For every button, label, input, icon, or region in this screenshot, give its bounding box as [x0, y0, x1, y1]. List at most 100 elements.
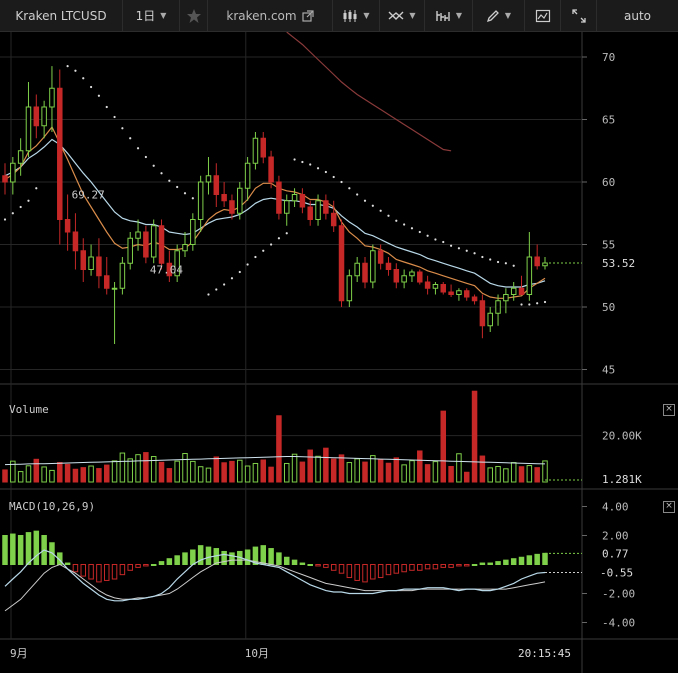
volume-bar	[346, 462, 353, 483]
psar-dot	[489, 258, 492, 261]
candle-style-icon	[343, 9, 357, 22]
psar-dot	[89, 85, 93, 89]
volume-bar	[150, 456, 157, 483]
time-axis-label: 9月	[10, 647, 28, 660]
psar-dot	[27, 199, 30, 202]
screenshot-icon	[535, 9, 550, 22]
symbol-button[interactable]: Kraken LTCUSD	[0, 0, 123, 31]
candle-body	[57, 87, 63, 220]
psar-dot	[176, 185, 179, 189]
macd-histogram-bar	[526, 555, 533, 565]
psar-dot	[371, 204, 374, 207]
volume-bar	[244, 465, 251, 483]
price-tick-label: 65	[602, 114, 615, 127]
volume-bar	[111, 460, 118, 483]
scale-mode-button[interactable]: auto	[597, 0, 678, 31]
site-link[interactable]: kraken.com	[208, 0, 333, 31]
screenshot-button[interactable]	[525, 0, 561, 31]
candle-body	[33, 106, 40, 127]
favorite-button[interactable]	[180, 0, 208, 31]
macd-histogram-bar	[268, 548, 274, 565]
macd-histogram-bar	[150, 564, 157, 566]
candle-body	[80, 250, 87, 270]
volume-bar	[495, 465, 501, 483]
candle-body	[323, 200, 329, 214]
last-price-label: 53.52	[602, 257, 635, 270]
chevron-down-icon: ▼	[363, 11, 370, 20]
macd-last-value-label: 0.77	[602, 547, 629, 560]
macd-histogram-bar	[346, 564, 353, 579]
indicators-icon	[388, 11, 404, 20]
volume-bar	[143, 452, 149, 483]
volume-bar	[354, 458, 360, 483]
macd-histogram-bar	[479, 562, 486, 565]
candle-body	[393, 269, 400, 283]
external-link-icon	[301, 9, 314, 22]
psar-dot	[3, 218, 7, 221]
volume-bar	[72, 468, 79, 483]
volume-bar	[463, 471, 470, 483]
macd-histogram-bar	[503, 559, 509, 566]
toolbar: Kraken LTCUSD 1日 ▼ kraken.com ▼ ▼ ▼	[0, 0, 678, 32]
interval-dropdown[interactable]: 1日 ▼	[123, 0, 180, 31]
macd-histogram-bar	[424, 564, 431, 570]
chart-area[interactable]: 45 50 55 60 65 70 69.27 47.04 53.52 Volume 20.00K 1…	[0, 32, 678, 673]
macd-histogram-bar	[17, 535, 24, 565]
psar-dot	[144, 155, 147, 159]
macd-histogram-bar	[229, 552, 235, 566]
psar-dot	[191, 197, 194, 200]
psar-dot	[246, 263, 249, 266]
candle-body	[409, 271, 415, 277]
volume-bar	[103, 464, 110, 483]
psar-dot	[520, 303, 523, 306]
psar-dot	[340, 180, 343, 184]
macd-histogram-bar	[190, 549, 196, 565]
psar-dot	[324, 170, 327, 174]
indicators-button[interactable]: ▼	[380, 0, 425, 31]
last-volume-label: 1.281K	[602, 473, 642, 486]
candle-body	[135, 231, 141, 239]
price-tick-label: 60	[602, 176, 615, 189]
fullscreen-button[interactable]	[561, 0, 597, 31]
volume-bar	[299, 461, 306, 483]
psar-dot	[269, 243, 273, 246]
volume-bar	[41, 466, 47, 483]
psar-dot	[536, 302, 539, 305]
candle-body	[205, 175, 212, 183]
symbol-label: Kraken LTCUSD	[15, 8, 107, 23]
macd-histogram-bar	[456, 564, 462, 567]
psar-dot	[168, 179, 171, 182]
candle-body	[237, 187, 243, 214]
psar-dot	[332, 175, 335, 179]
volume-bar	[377, 459, 384, 483]
close-macd-pane-icon[interactable]: ×	[663, 501, 675, 513]
close-volume-pane-icon[interactable]: ×	[663, 404, 675, 416]
macd-histogram-bar	[166, 558, 173, 566]
candle-body	[111, 287, 118, 290]
psar-dot	[473, 252, 476, 255]
psar-dot	[457, 247, 461, 250]
macd-histogram-bar	[119, 564, 126, 576]
psar-dot	[309, 163, 312, 166]
candle-body	[252, 137, 259, 164]
psar-dot	[152, 164, 155, 167]
volume-bar	[205, 467, 212, 483]
macd-histogram-bar	[291, 559, 298, 566]
volume-bar	[64, 463, 71, 483]
candle-style-button[interactable]: ▼	[333, 0, 380, 31]
volume-bar	[33, 458, 40, 483]
psar-dot	[301, 160, 304, 164]
psar-dot	[254, 255, 257, 259]
draw-button[interactable]: ▼	[473, 0, 525, 31]
volume-bar	[393, 457, 400, 483]
volume-bar	[88, 465, 94, 483]
psar-dot	[223, 283, 226, 286]
psar-dot	[316, 167, 320, 170]
candle-body	[10, 162, 16, 183]
macd-histogram-bar	[96, 564, 102, 583]
candle-body	[526, 256, 533, 295]
macd-histogram-bar	[205, 546, 212, 565]
candle-body	[158, 225, 165, 264]
compare-button[interactable]: ▼	[425, 0, 473, 31]
candle-body	[2, 175, 8, 183]
